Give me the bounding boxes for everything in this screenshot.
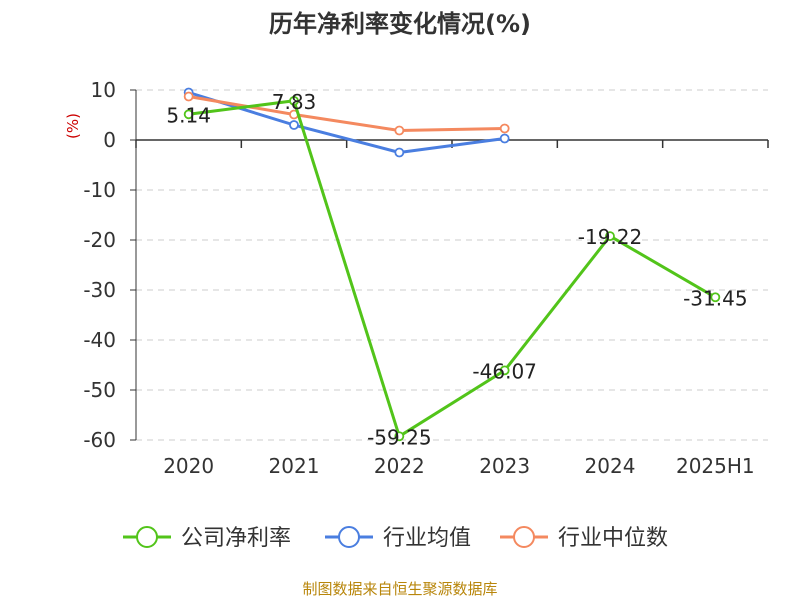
y-tick-label: -60 bbox=[83, 428, 116, 452]
x-tick-label: 2021 bbox=[269, 454, 320, 478]
y-tick-label: -20 bbox=[83, 228, 116, 252]
legend: 公司净利率 行业均值 行业中位数 bbox=[123, 526, 668, 551]
series-line bbox=[188, 95, 505, 132]
data-point bbox=[394, 125, 405, 136]
data-point bbox=[605, 231, 615, 242]
data-labels: 5.14 7.83 -59.25 -46.07 -19.22 -31.45 bbox=[166, 90, 747, 449]
data-point bbox=[183, 109, 194, 120]
legend-label: 行业中位数 bbox=[558, 526, 668, 551]
y-tick-label: -30 bbox=[83, 278, 116, 302]
data-point bbox=[499, 365, 510, 376]
data-label: 7.83 bbox=[272, 90, 317, 114]
x-tick-label: 2020 bbox=[163, 454, 214, 478]
y-tick-label: -50 bbox=[83, 378, 116, 402]
x-tick-labels: 2020 2021 2022 2023 2024 2025H1 bbox=[163, 454, 754, 478]
data-point bbox=[183, 91, 194, 102]
data-label: -59.25 bbox=[367, 425, 431, 449]
x-tick-label: 2022 bbox=[374, 454, 425, 478]
x-tick-label: 2023 bbox=[479, 454, 530, 478]
data-point bbox=[394, 431, 405, 442]
legend-marker bbox=[513, 526, 535, 548]
series-lines bbox=[183, 87, 721, 442]
legend-marker bbox=[136, 526, 158, 548]
source-note: 制图数据来自恒生聚源数据库 bbox=[302, 580, 497, 598]
x-tick-label: 2024 bbox=[585, 454, 636, 478]
data-point bbox=[710, 292, 721, 303]
y-tick-label: -40 bbox=[83, 328, 116, 352]
x-tick-label: 2025H1 bbox=[676, 454, 755, 478]
legend-marker bbox=[338, 526, 360, 548]
data-point bbox=[289, 120, 299, 130]
data-point bbox=[499, 133, 510, 144]
axes bbox=[130, 89, 769, 441]
chart-title: 历年净利率变化情况(%) bbox=[269, 10, 531, 38]
data-point bbox=[394, 147, 405, 158]
series-line bbox=[188, 99, 717, 438]
y-tick-label: -10 bbox=[83, 178, 116, 202]
data-label: -19.22 bbox=[578, 225, 642, 249]
y-tick-labels: 10 0 -10 -20 -30 -40 -50 -60 bbox=[83, 78, 116, 452]
data-label: 5.14 bbox=[166, 103, 211, 127]
data-label: -46.07 bbox=[472, 359, 536, 383]
data-point bbox=[289, 95, 299, 106]
legend-label: 公司净利率 bbox=[181, 526, 291, 551]
y-tick-label: 0 bbox=[103, 128, 116, 152]
y-tick-label: 10 bbox=[91, 78, 116, 102]
data-label: -31.45 bbox=[683, 286, 747, 310]
data-point bbox=[499, 123, 510, 134]
legend-label: 行业均值 bbox=[383, 526, 471, 551]
y-axis-unit: (%) bbox=[64, 113, 82, 139]
